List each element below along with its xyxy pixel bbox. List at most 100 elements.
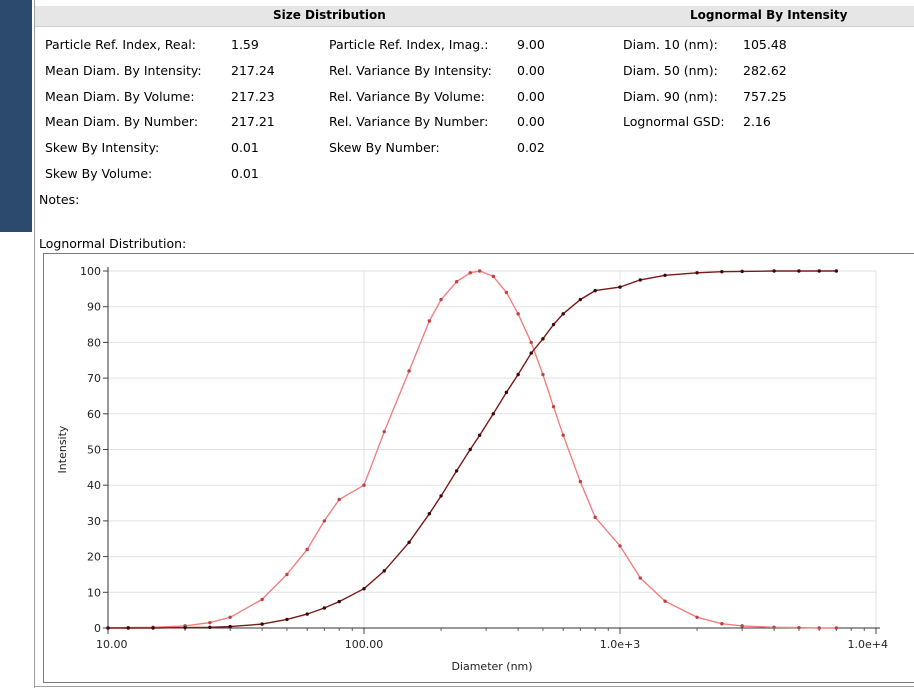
- cumulative-curve-point: [834, 269, 839, 273]
- cumulative-curve-point: [541, 337, 545, 341]
- cumulative-curve-point: [504, 390, 509, 395]
- cumulative-curve-point: [638, 278, 642, 282]
- distribution-curve-point: [477, 269, 482, 273]
- distribution-curve-point: [468, 271, 472, 275]
- cumulative-curve-point: [151, 626, 155, 630]
- y-tick-label: 50: [87, 444, 101, 457]
- cumulative-curve-point: [561, 312, 565, 316]
- distribution-curve-point: [834, 626, 839, 630]
- cumulative-curve-point: [285, 617, 289, 622]
- distribution-curve-point: [593, 515, 597, 520]
- distribution-curve-point: [516, 312, 520, 316]
- stat-label: Rel. Variance By Volume:: [329, 89, 485, 104]
- cumulative-curve-point: [618, 285, 622, 289]
- distribution-curve-point: [663, 599, 667, 603]
- distribution-curve-point: [322, 519, 327, 523]
- y-tick-label: 20: [87, 551, 101, 564]
- stat-value: 0.01: [231, 140, 259, 155]
- distribution-curve-point: [504, 290, 509, 295]
- distribution-curve-point: [439, 297, 443, 302]
- cumulative-curve-point: [454, 469, 459, 473]
- cumulative-curve-point: [529, 351, 533, 355]
- distribution-curve-point: [491, 274, 496, 279]
- lognormal-distribution-chart: 0 10 20 30 40 50 60 70 80 90 100 10.00 100.00 1.0e+3 1…: [56, 265, 888, 673]
- distribution-curve-point: [427, 319, 432, 323]
- y-tick-label: 30: [87, 515, 101, 528]
- cumulative-curve-point: [663, 273, 667, 277]
- stat-label: Skew By Number:: [329, 140, 440, 155]
- stat-label: Lognormal GSD:: [623, 114, 725, 129]
- stat-label: Particle Ref. Index, Imag.:: [329, 37, 489, 52]
- distribution-curve-point: [618, 544, 622, 548]
- panel-bottom-border: [35, 686, 914, 687]
- distribution-curve-point: [407, 369, 411, 373]
- cumulative-curve-point: [817, 269, 821, 273]
- distribution-curve-point: [817, 626, 821, 630]
- y-tick-label: 10: [87, 586, 101, 599]
- stat-value: 9.00: [517, 37, 545, 52]
- report-header: Size Distribution Lognormal By Intensity: [35, 6, 914, 27]
- stat-label: Skew By Volume:: [45, 166, 153, 181]
- distribution-curve-point: [260, 597, 264, 602]
- cumulative-curve-point: [551, 322, 556, 327]
- stat-value: 2.16: [743, 114, 771, 129]
- x-tick-label: 1.0e+3: [600, 638, 640, 651]
- x-tick-label: 100.00: [345, 638, 384, 651]
- cumulative-curve-point: [578, 297, 583, 302]
- distribution-curve-point: [740, 624, 744, 628]
- cumulative-curve: [108, 270, 837, 629]
- distribution-curve-point: [541, 372, 545, 377]
- cumulative-curve-point: [427, 512, 432, 516]
- cumulative-curve-point: [362, 587, 366, 591]
- cumulative-curve-point: [740, 269, 744, 274]
- distribution-curve-point: [551, 404, 556, 409]
- distribution-curve-point: [529, 340, 533, 345]
- notes-label: Notes:: [39, 192, 80, 207]
- stat-value: 0.00: [517, 89, 545, 104]
- distribution-curve-point: [337, 497, 341, 502]
- cumulative-curve-point: [407, 540, 411, 545]
- stat-label: Particle Ref. Index, Real:: [45, 37, 196, 52]
- stat-value: 0.00: [517, 114, 545, 129]
- size-distribution-report: Size Distribution Lognormal By Intensity…: [34, 0, 914, 688]
- distribution-curve: [107, 270, 837, 629]
- cumulative-curve-point: [593, 288, 597, 293]
- y-tick-label: 40: [87, 479, 101, 492]
- lognormal-chart-frame: 0 10 20 30 40 50 60 70 80 90 100 10.00 100.00 1.0e+3 1…: [43, 253, 914, 683]
- background-window-edge: [0, 0, 32, 232]
- y-axis-label: Intensity: [56, 425, 69, 473]
- y-tick-label: 70: [87, 372, 101, 385]
- stat-label: Diam. 10 (nm):: [623, 37, 718, 52]
- distribution-curve-point: [228, 615, 232, 619]
- stat-value: 217.24: [231, 63, 275, 78]
- distribution-curve-point: [208, 620, 212, 625]
- cumulative-curve-point: [260, 622, 264, 626]
- chart-caption: Lognormal Distribution:: [39, 236, 187, 251]
- stat-label: Mean Diam. By Intensity:: [45, 63, 202, 78]
- distribution-curve-point: [305, 547, 309, 552]
- cumulative-curve-point: [382, 569, 386, 573]
- y-tick-label: 0: [94, 622, 101, 635]
- distribution-curve-point: [772, 625, 776, 629]
- x-tick-label: 10.00: [96, 638, 128, 651]
- stat-label: Mean Diam. By Number:: [45, 114, 199, 129]
- stat-label: Diam. 50 (nm):: [623, 63, 718, 78]
- x-tick-label: 1.0e+4: [848, 638, 888, 651]
- cumulative-curve-point: [337, 599, 341, 604]
- cumulative-curve-point: [491, 412, 496, 416]
- cumulative-curve-point: [468, 447, 472, 452]
- stat-value: 0.02: [517, 140, 545, 155]
- cumulative-curve-point: [106, 626, 110, 630]
- distribution-curve-point: [362, 483, 366, 487]
- distribution-curve-point: [720, 622, 724, 626]
- stat-value: 105.48: [743, 37, 787, 52]
- stat-value: 0.01: [231, 166, 259, 181]
- y-tick-label: 60: [87, 408, 101, 421]
- stat-label: Rel. Variance By Intensity:: [329, 63, 492, 78]
- stat-value: 0.00: [517, 63, 545, 78]
- cumulative-curve-point: [720, 270, 724, 274]
- distribution-curve-point: [578, 479, 583, 484]
- stat-label: Rel. Variance By Number:: [329, 114, 489, 129]
- stat-value: 757.25: [743, 89, 787, 104]
- cumulative-curve-point: [772, 269, 776, 273]
